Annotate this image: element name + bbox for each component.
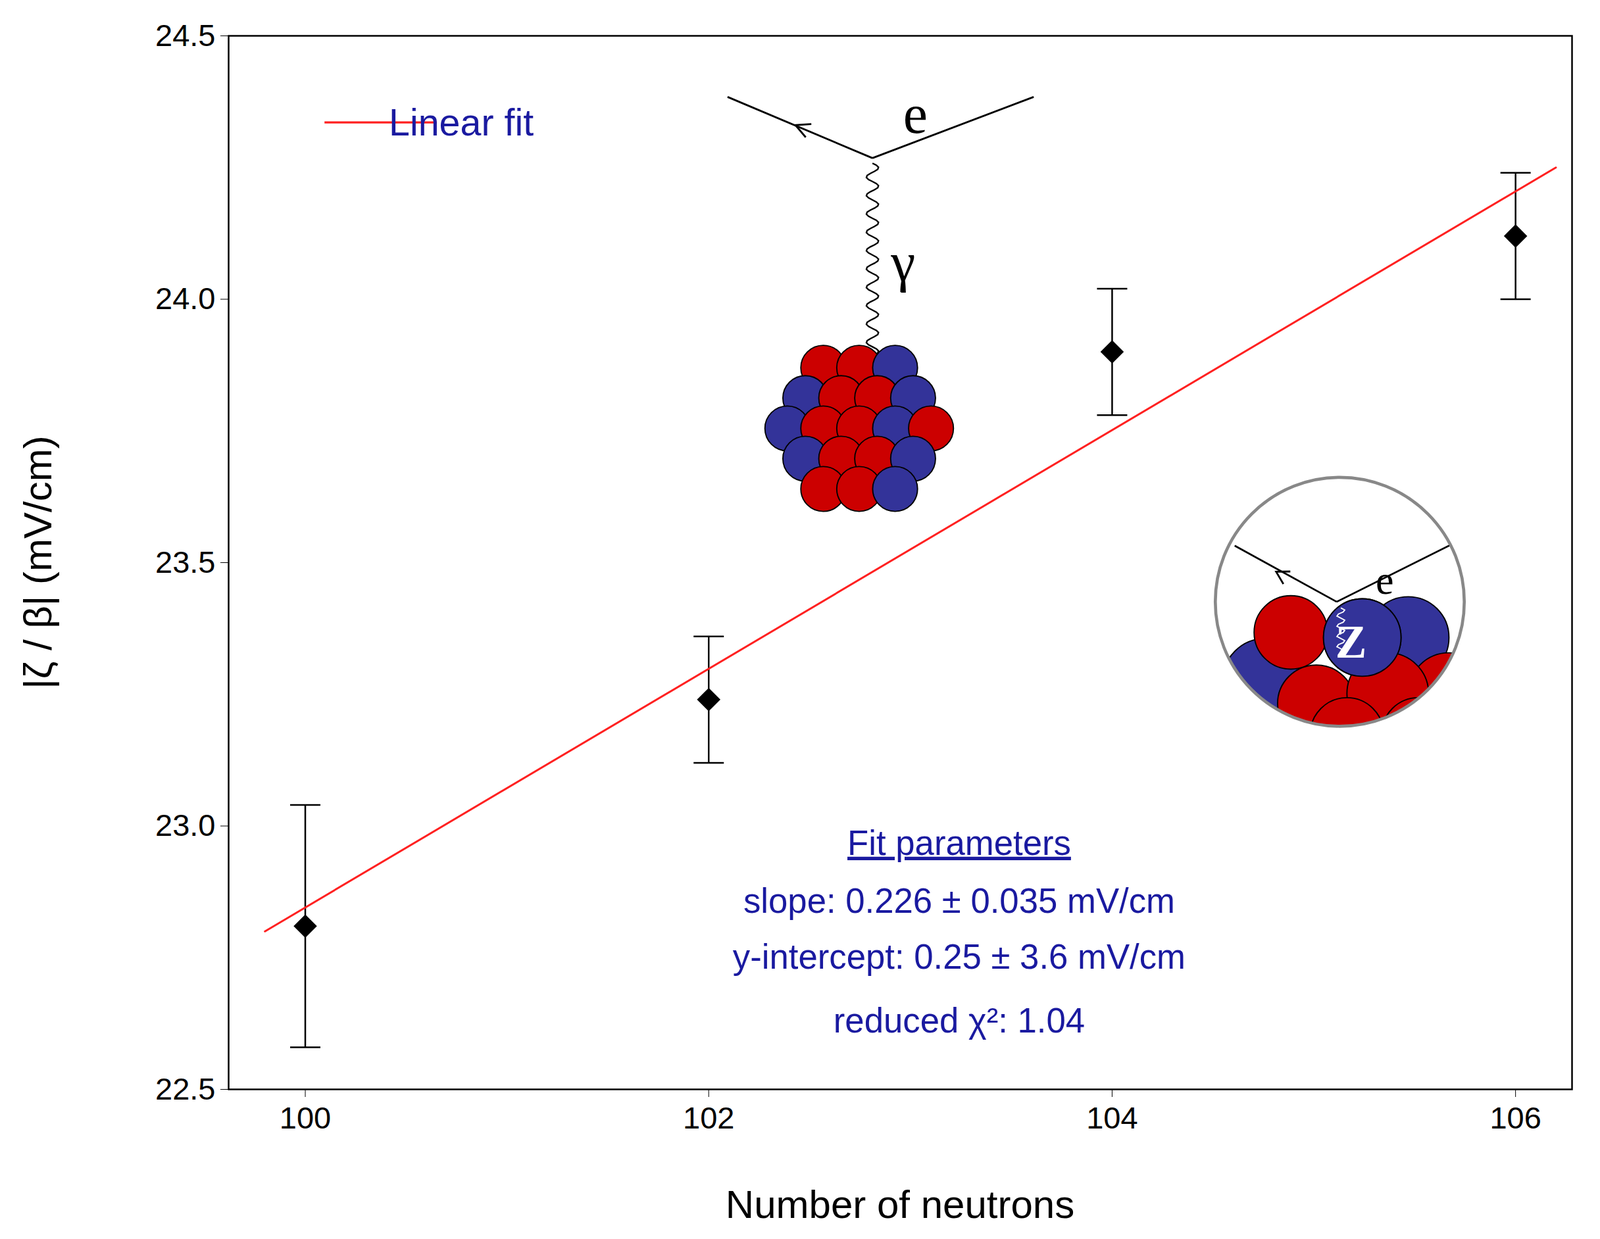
svg-text:Z: Z (1335, 615, 1368, 668)
svg-text:24.0: 24.0 (155, 280, 216, 316)
svg-text:106: 106 (1489, 1100, 1541, 1136)
svg-text:24.5: 24.5 (155, 17, 216, 53)
svg-text:|ζ / β| (mV/cm): |ζ / β| (mV/cm) (15, 435, 60, 689)
svg-text:γ: γ (890, 231, 916, 293)
svg-text:y-intercept: 0.25 ± 3.6 mV/cm: y-intercept: 0.25 ± 3.6 mV/cm (732, 937, 1186, 977)
svg-text:23.5: 23.5 (155, 544, 216, 580)
svg-text:e: e (903, 83, 928, 145)
svg-text:Linear fit: Linear fit (388, 101, 534, 144)
svg-text:23.0: 23.0 (155, 807, 216, 843)
svg-text:Number of neutrons: Number of neutrons (725, 1182, 1075, 1227)
svg-text:slope: 0.226 ± 0.035 mV/cm: slope: 0.226 ± 0.035 mV/cm (743, 881, 1175, 921)
svg-text:104: 104 (1086, 1100, 1138, 1136)
svg-text:102: 102 (682, 1100, 735, 1136)
svg-text:Fit parameters: Fit parameters (847, 823, 1072, 863)
svg-text:reduced χ²: 1.04: reduced χ²: 1.04 (833, 1001, 1085, 1041)
svg-text:100: 100 (279, 1100, 331, 1136)
svg-text:e: e (1375, 557, 1395, 603)
svg-text:22.5: 22.5 (155, 1071, 216, 1107)
